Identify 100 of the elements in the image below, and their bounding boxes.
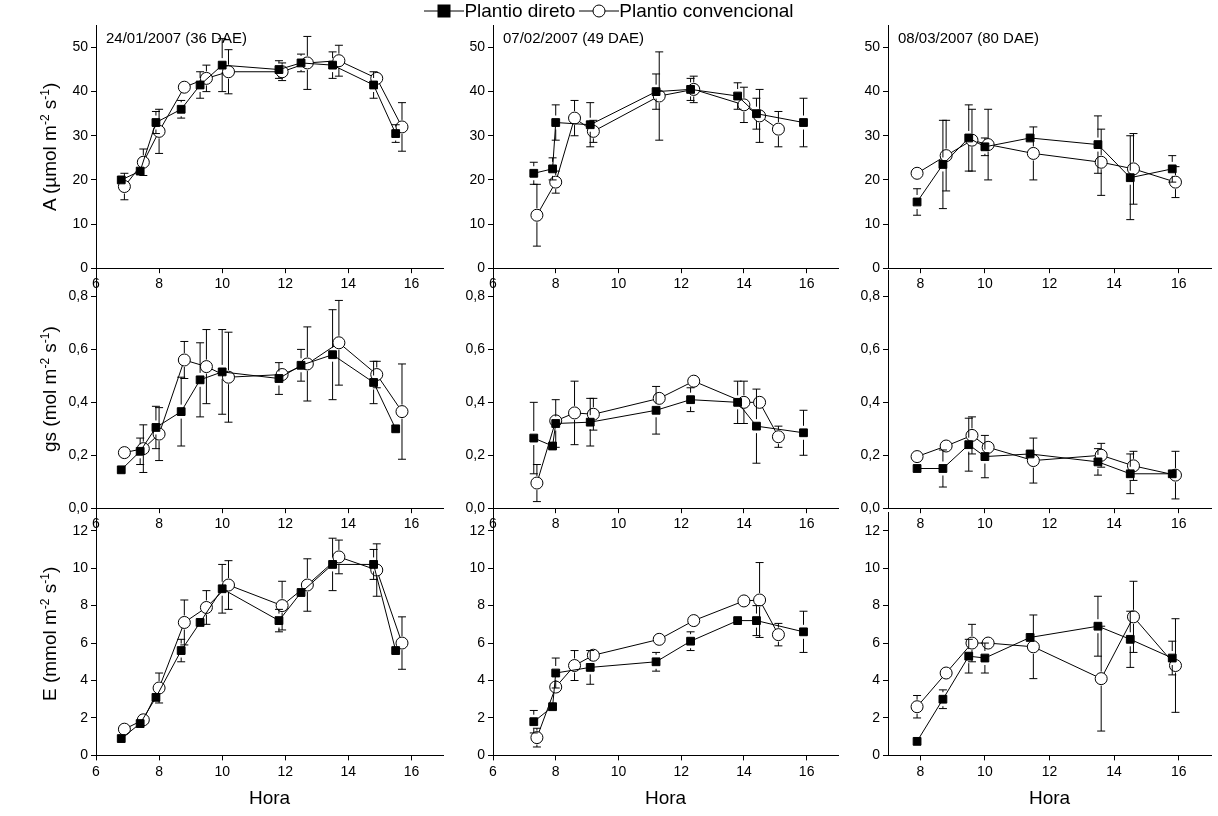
x-tick-label: 10: [977, 515, 993, 532]
legend-label: Plantio direto: [464, 0, 576, 22]
y-tick-label: 40: [72, 82, 89, 99]
annotation: 24/01/2007 (36 DAE): [106, 29, 247, 47]
x-tick-label: 14: [736, 762, 752, 779]
y-tick-label: 2: [872, 708, 881, 725]
x-tick-label: 8: [155, 515, 164, 532]
y-tick-label: 40: [469, 82, 486, 99]
x-tick-label: 6: [92, 762, 101, 779]
x-axis-title: Hora: [1028, 786, 1071, 808]
annotation: 07/02/2007 (49 DAE): [503, 29, 644, 47]
y-tick-label: 0: [80, 259, 89, 276]
y-tick-label: 0,2: [68, 446, 89, 463]
y-tick-label: 0,0: [860, 499, 881, 516]
y-tick-label: 10: [469, 559, 486, 576]
x-tick-label: 16: [798, 515, 815, 532]
x-tick-label: 14: [1106, 515, 1123, 532]
y-tick-label: 0: [872, 259, 881, 276]
x-tick-label: 16: [1170, 515, 1187, 532]
y-tick-label: 0,6: [68, 340, 89, 357]
x-tick-label: 8: [916, 762, 925, 779]
x-tick-label: 12: [277, 275, 294, 292]
y-tick-label: 0,4: [68, 393, 89, 410]
y-tick-label: 4: [872, 671, 881, 688]
x-tick-label: 8: [916, 275, 925, 292]
x-tick-label: 14: [1106, 275, 1123, 292]
annotation: 08/03/2007 (80 DAE): [898, 29, 1039, 47]
y-tick-label: 0,8: [68, 287, 89, 304]
x-tick-label: 8: [155, 762, 164, 779]
x-tick-label: 14: [736, 515, 752, 532]
y-tick-label: 0: [477, 259, 486, 276]
x-tick-label: 12: [1041, 762, 1058, 779]
x-axis-title: Hora: [644, 786, 687, 808]
y-tick-label: 0,0: [465, 499, 486, 516]
y-tick-label: 30: [72, 126, 89, 143]
y-tick-label: 0: [872, 746, 881, 763]
y-tick-label: 0: [80, 746, 89, 763]
x-tick-label: 16: [798, 275, 815, 292]
y-tick-label: 10: [864, 214, 881, 231]
y-tick-label: 6: [80, 633, 89, 650]
y-tick-label: 0,2: [465, 446, 486, 463]
x-tick-label: 16: [403, 275, 420, 292]
x-tick-label: 16: [798, 762, 815, 779]
x-tick-label: 14: [1106, 762, 1123, 779]
x-tick-label: 10: [610, 275, 627, 292]
y-tick-label: 20: [469, 170, 486, 187]
x-tick-label: 12: [673, 762, 690, 779]
x-tick-label: 8: [551, 275, 560, 292]
x-tick-label: 16: [1170, 762, 1187, 779]
y-tick-label: 8: [872, 596, 881, 613]
y-tick-label: 0,4: [465, 393, 486, 410]
y-tick-label: 4: [80, 671, 89, 688]
x-tick-label: 12: [673, 515, 690, 532]
legend-label: Plantio convencional: [619, 0, 794, 22]
y-tick-label: 0,4: [860, 393, 881, 410]
y-tick-label: 50: [864, 38, 881, 55]
y-tick-label: 2: [80, 708, 89, 725]
y-tick-label: 4: [477, 671, 486, 688]
x-tick-label: 10: [977, 762, 993, 779]
y-tick-label: 20: [72, 170, 89, 187]
y-tick-label: 50: [469, 38, 486, 55]
y-tick-label: 6: [872, 633, 881, 650]
x-tick-label: 16: [403, 515, 420, 532]
y-tick-label: 8: [477, 596, 486, 613]
y-tick-label: 10: [72, 559, 89, 576]
y-tick-label: 50: [72, 38, 89, 55]
y-tick-label: 0,8: [465, 287, 486, 304]
x-tick-label: 14: [340, 762, 357, 779]
y-tick-label: 0,6: [465, 340, 486, 357]
y-tick-label: 0,6: [860, 340, 881, 357]
x-tick-label: 16: [403, 762, 420, 779]
x-tick-label: 12: [1041, 275, 1058, 292]
x-tick-label: 8: [551, 515, 560, 532]
x-tick-label: 10: [214, 515, 231, 532]
y-tick-label: 20: [864, 170, 881, 187]
x-tick-label: 10: [610, 515, 627, 532]
x-axis-title: Hora: [248, 786, 291, 808]
y-tick-label: 30: [469, 126, 486, 143]
y-tick-label: 6: [477, 633, 486, 650]
y-tick-label: 2: [477, 708, 486, 725]
y-tick-label: 40: [864, 82, 881, 99]
y-tick-label: 10: [72, 214, 89, 231]
x-tick-label: 8: [155, 275, 164, 292]
x-tick-label: 12: [673, 275, 690, 292]
y-tick-label: 0,8: [860, 287, 881, 304]
x-tick-label: 8: [916, 515, 925, 532]
x-tick-label: 12: [277, 515, 294, 532]
x-tick-label: 10: [214, 275, 231, 292]
y-tick-label: 0,0: [68, 499, 89, 516]
x-tick-label: 8: [551, 762, 560, 779]
x-tick-label: 10: [977, 275, 993, 292]
x-tick-label: 10: [214, 762, 231, 779]
y-tick-label: 10: [469, 214, 486, 231]
y-tick-label: 0,2: [860, 446, 881, 463]
x-tick-label: 14: [340, 515, 357, 532]
y-tick-label: 30: [864, 126, 881, 143]
x-tick-label: 12: [1041, 515, 1058, 532]
y-tick-label: 8: [80, 596, 89, 613]
y-tick-label: 0: [477, 746, 486, 763]
x-tick-label: 16: [1170, 275, 1187, 292]
